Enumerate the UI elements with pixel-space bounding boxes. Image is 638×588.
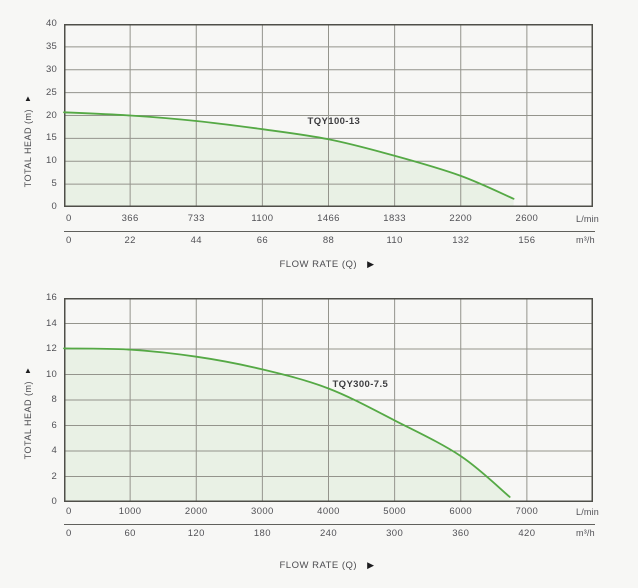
- y-tick-label: 2: [51, 470, 57, 482]
- x-tick-label: 300: [386, 528, 404, 539]
- y-axis-title-group: ▲ TOTAL HEAD (m): [17, 94, 39, 187]
- x-tick-label: 4000: [317, 506, 340, 517]
- y-tick-label: 12: [46, 343, 57, 354]
- x-unit-lmin: L/min: [576, 214, 600, 224]
- x-tick-label: 240: [319, 528, 338, 539]
- x-tick-label: 7000: [515, 506, 539, 517]
- x-unit-lmin: L/min: [576, 507, 600, 517]
- x-tick-label: 6000: [449, 506, 473, 517]
- y-tick-label: 16: [46, 292, 57, 303]
- y-axis-title: TOTAL HEAD (m): [23, 381, 33, 460]
- plot-border: [64, 24, 593, 207]
- up-arrow-icon: ▲: [24, 366, 32, 375]
- x-tick-label: 1000: [118, 506, 142, 517]
- x-tick-label: 0: [66, 506, 72, 517]
- x-axis-title-group: FLOW RATE (Q) ▶: [280, 558, 375, 572]
- y-tick-label: 0: [51, 496, 57, 507]
- x-axis-title: FLOW RATE (Q): [279, 258, 358, 270]
- curve-fill: [64, 112, 514, 207]
- x-unit-m3h: m³/h: [576, 235, 595, 245]
- plot-area: [63, 24, 593, 207]
- plot-border: [64, 298, 593, 502]
- x-tick-label: 180: [253, 528, 271, 539]
- x-tick-label: 120: [187, 528, 205, 539]
- y-axis-title-group: ▲ TOTAL HEAD (m): [17, 366, 39, 459]
- x-tick-label: 420: [518, 528, 536, 539]
- x-tick-label: 2000: [184, 506, 208, 517]
- secondary-axis-line: [64, 524, 595, 525]
- x-tick-label: 60: [124, 528, 136, 539]
- x-tick-label: 3000: [251, 506, 274, 517]
- x-axis-title: FLOW RATE (Q): [279, 559, 358, 571]
- y-tick-label: 14: [46, 317, 57, 329]
- x-unit-m3h: m³/h: [576, 528, 595, 538]
- x-tick-label: 5000: [383, 506, 406, 517]
- secondary-axis-line: [64, 231, 595, 232]
- pump-curve: [63, 111, 515, 200]
- x-axis-title-group: FLOW RATE (Q) ▶: [280, 257, 375, 271]
- right-arrow-icon: ▶: [367, 259, 375, 269]
- curve-label: TQY300-7.5: [332, 378, 389, 390]
- up-arrow-icon: ▲: [24, 94, 32, 103]
- curve-label: TQY100-13: [307, 116, 361, 128]
- x-tick-label: 360: [452, 528, 470, 539]
- right-arrow-icon: ▶: [367, 560, 375, 570]
- pump-curve: [63, 347, 511, 498]
- x-tick-label: 0: [66, 528, 72, 539]
- plot-area: [63, 298, 593, 502]
